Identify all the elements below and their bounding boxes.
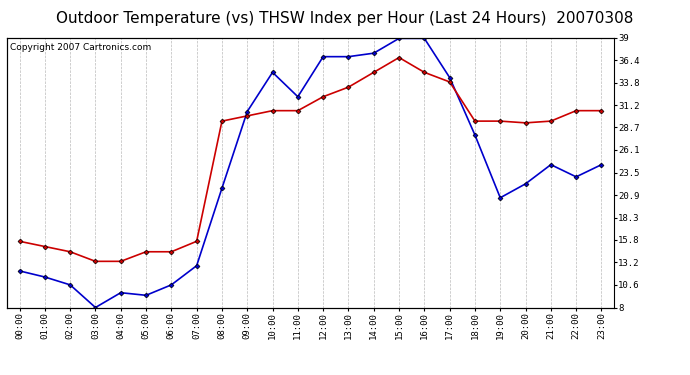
- Text: Copyright 2007 Cartronics.com: Copyright 2007 Cartronics.com: [10, 43, 151, 52]
- Text: Outdoor Temperature (vs) THSW Index per Hour (Last 24 Hours)  20070308: Outdoor Temperature (vs) THSW Index per …: [57, 11, 633, 26]
